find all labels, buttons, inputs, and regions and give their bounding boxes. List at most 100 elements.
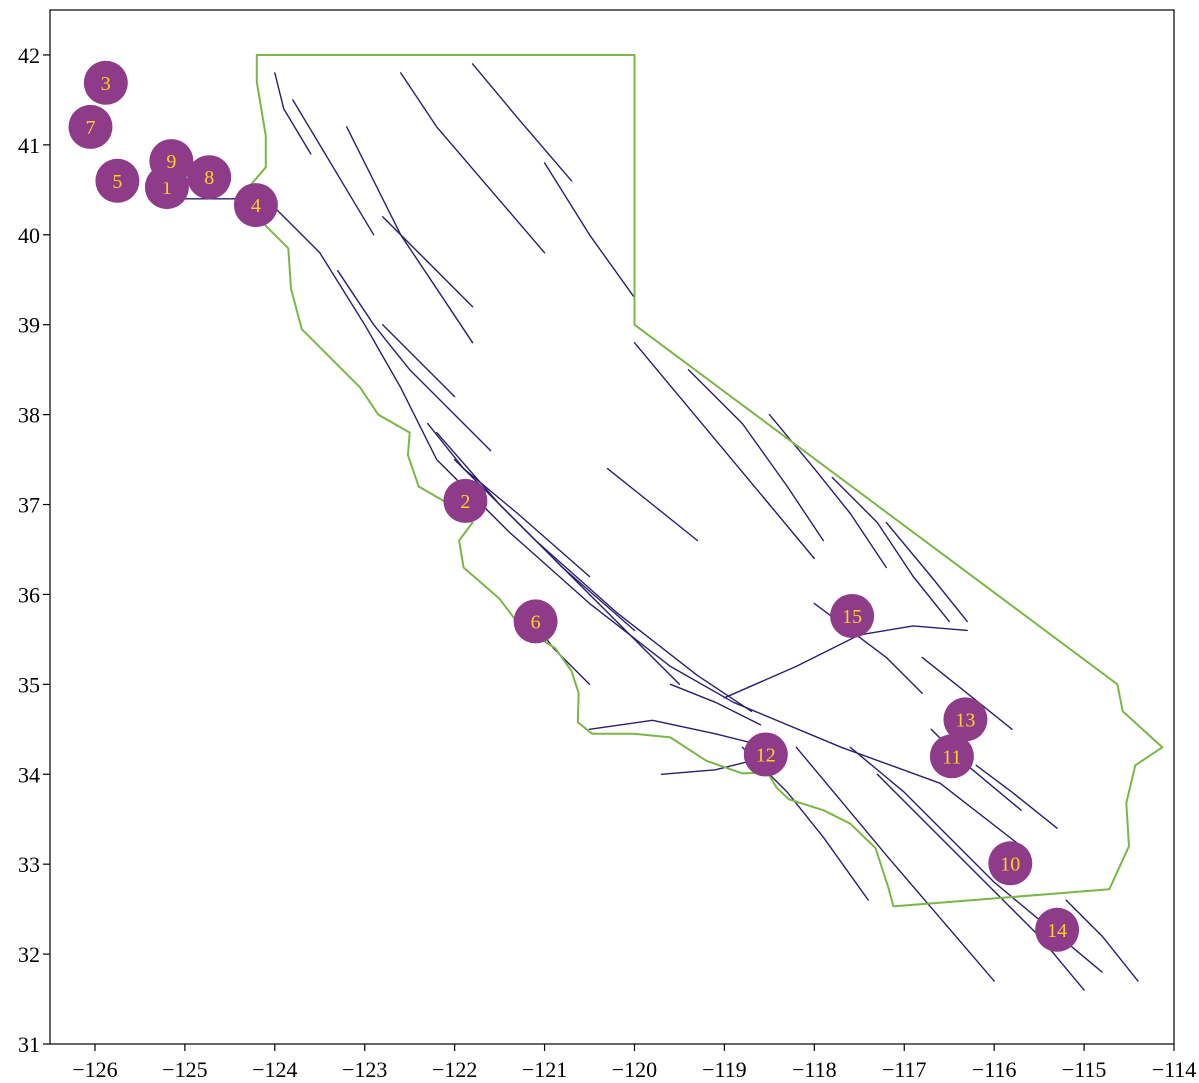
marker-14: 14 (1035, 907, 1080, 952)
y-tick-label: 36 (18, 582, 40, 607)
fault-line (795, 746, 995, 982)
marker-circle (830, 594, 875, 638)
fault-line (552, 557, 681, 685)
marker-circle (187, 155, 232, 200)
x-tick-label: −122 (432, 1057, 477, 1082)
marker-label: 8 (204, 167, 214, 189)
x-tick-label: −114 (1152, 1057, 1197, 1082)
fault-line (346, 126, 474, 344)
marker-9: 9 (149, 139, 194, 184)
x-tick-label: −118 (792, 1057, 837, 1082)
marker-circle (68, 104, 113, 149)
fault-line (543, 162, 636, 299)
marker-11: 11 (929, 734, 974, 779)
fault-line (885, 521, 968, 623)
marker-label: 12 (756, 745, 776, 767)
y-tick-label: 32 (18, 942, 40, 967)
marker-circle (988, 841, 1033, 886)
marker-12: 12 (743, 732, 788, 777)
marker-label: 1 (162, 177, 172, 199)
marker-10: 10 (988, 841, 1033, 886)
marker-circle (1035, 907, 1080, 952)
fault-line (292, 99, 375, 236)
fault-line (436, 431, 636, 632)
fault-line (382, 324, 456, 398)
fault-line (876, 773, 1085, 991)
fault-line (921, 656, 1013, 730)
y-tick-label: 40 (18, 223, 40, 248)
marker-label: 3 (101, 73, 111, 95)
marker-circle (95, 158, 140, 203)
marker-circle (149, 139, 194, 184)
fault-line (337, 270, 492, 452)
marker-13: 13 (943, 697, 988, 742)
marker-circle (513, 599, 558, 644)
x-tick-label: −117 (882, 1057, 927, 1082)
x-tick-label: −119 (702, 1057, 747, 1082)
marker-8: 8 (187, 155, 232, 200)
marker-label: 13 (955, 709, 975, 731)
fault-line (669, 683, 762, 726)
fault-line (831, 476, 950, 623)
marker-circle (233, 183, 278, 228)
fault-line (633, 342, 815, 560)
y-tick-label: 39 (18, 313, 40, 338)
marker-circle (943, 697, 988, 742)
california-border (237, 54, 1164, 908)
marker-circle (443, 478, 488, 523)
y-tick-label: 35 (18, 672, 40, 697)
marker-label: 5 (112, 171, 122, 193)
x-tick-label: −124 (252, 1057, 297, 1082)
x-tick-label: −121 (522, 1057, 567, 1082)
fault-line (1065, 899, 1139, 982)
marker-15: 15 (830, 594, 875, 638)
marker-2: 2 (443, 478, 488, 523)
fault-line (606, 467, 699, 542)
marker-4: 4 (233, 183, 278, 228)
fault-line (274, 72, 312, 155)
y-tick-label: 41 (18, 133, 40, 158)
x-tick-label: −116 (972, 1057, 1017, 1082)
marker-3: 3 (83, 60, 128, 105)
marker-label: 11 (942, 746, 961, 768)
y-tick-label: 33 (18, 852, 40, 877)
plot-frame (49, 9, 1175, 1045)
marker-label: 2 (460, 491, 470, 513)
y-axis: 31 32 33 34 35 36 37 38 39 40 41 42 (18, 43, 50, 1057)
marker-label: 9 (166, 151, 176, 173)
y-tick-label: 31 (18, 1032, 40, 1057)
x-tick-label: −115 (1062, 1057, 1107, 1082)
fault-line (274, 207, 1022, 847)
fault-lines (148, 63, 1139, 991)
fault-line (400, 72, 546, 254)
y-tick-label: 37 (18, 493, 40, 518)
marker-5: 5 (95, 158, 140, 203)
marker-label: 14 (1047, 920, 1067, 942)
marker-7: 7 (68, 104, 113, 149)
fault-line (687, 369, 824, 542)
x-tick-label: −126 (72, 1057, 117, 1082)
marker-6: 6 (513, 599, 558, 644)
x-axis: −126 −125 −124 −123 −122 −121 −120 −119 −118 −117… (72, 1044, 1196, 1082)
marker-circle (743, 732, 788, 777)
y-tick-label: 38 (18, 403, 40, 428)
fault-line (975, 764, 1058, 829)
x-tick-label: −123 (342, 1057, 387, 1082)
x-tick-label: −120 (612, 1057, 657, 1082)
fault-line (588, 719, 771, 748)
y-tick-label: 34 (18, 762, 40, 787)
marker-label: 15 (842, 606, 862, 628)
marker-circle (83, 60, 128, 105)
x-tick-label: −125 (162, 1057, 207, 1082)
y-tick-label: 42 (18, 43, 40, 68)
marker-label: 7 (86, 117, 96, 139)
fault-line (382, 216, 474, 308)
marker-label: 10 (1000, 853, 1020, 875)
fault-line (471, 63, 573, 182)
marker-label: 4 (251, 195, 261, 217)
fault-line (427, 422, 591, 578)
marker-label: 6 (531, 611, 541, 633)
marker-circle (929, 734, 974, 779)
